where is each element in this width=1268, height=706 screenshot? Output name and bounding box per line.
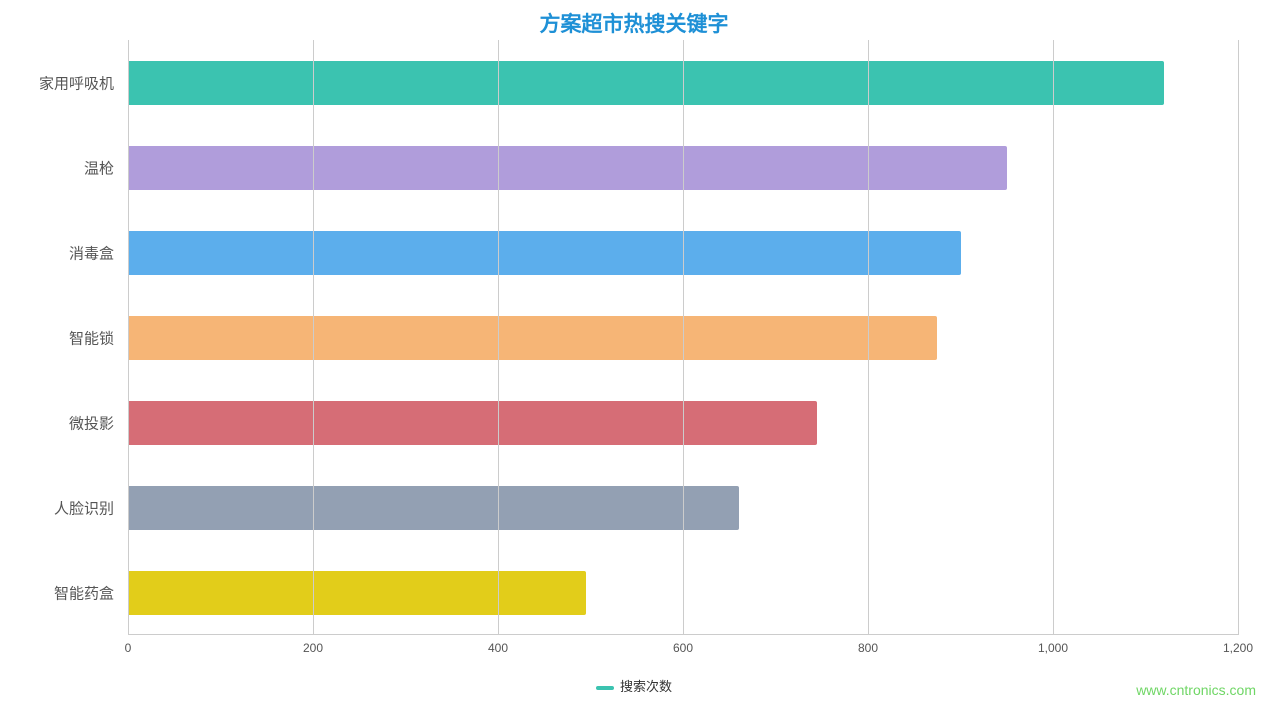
x-gridline (128, 40, 129, 635)
bar[interactable] (128, 231, 961, 275)
chart-container: 方案超市热搜关键字 家用呼吸机温枪消毒盒智能锁微投影人脸识别智能药盒 02004… (0, 0, 1268, 706)
x-gridline (683, 40, 684, 635)
bar[interactable] (128, 61, 1164, 105)
plot-area: 家用呼吸机温枪消毒盒智能锁微投影人脸识别智能药盒 02004006008001,… (128, 40, 1238, 635)
y-tick-label: 温枪 (84, 157, 128, 178)
legend: 搜索次数 (0, 676, 1268, 695)
y-tick-label: 消毒盒 (69, 242, 128, 263)
y-tick-label: 微投影 (69, 412, 128, 433)
x-tick-label: 1,200 (1223, 641, 1253, 655)
y-tick-label: 智能药盒 (54, 582, 128, 603)
x-gridline (868, 40, 869, 635)
watermark: www.cntronics.com (1136, 682, 1256, 698)
bar[interactable] (128, 571, 586, 615)
x-tick-label: 0 (125, 641, 132, 655)
bar[interactable] (128, 146, 1007, 190)
bar[interactable] (128, 486, 739, 530)
x-tick-label: 200 (303, 641, 323, 655)
x-tick-label: 600 (673, 641, 693, 655)
legend-label: 搜索次数 (620, 679, 672, 694)
chart-title: 方案超市热搜关键字 (0, 8, 1268, 38)
x-gridline (1053, 40, 1054, 635)
x-gridline (498, 40, 499, 635)
x-gridline (1238, 40, 1239, 635)
x-tick-label: 800 (858, 641, 878, 655)
y-tick-label: 智能锁 (69, 327, 128, 348)
bar[interactable] (128, 401, 817, 445)
y-tick-label: 人脸识别 (54, 497, 128, 518)
y-tick-label: 家用呼吸机 (39, 72, 128, 93)
x-tick-label: 400 (488, 641, 508, 655)
x-tick-label: 1,000 (1038, 641, 1068, 655)
legend-swatch (596, 686, 614, 690)
bar[interactable] (128, 316, 937, 360)
x-gridline (313, 40, 314, 635)
